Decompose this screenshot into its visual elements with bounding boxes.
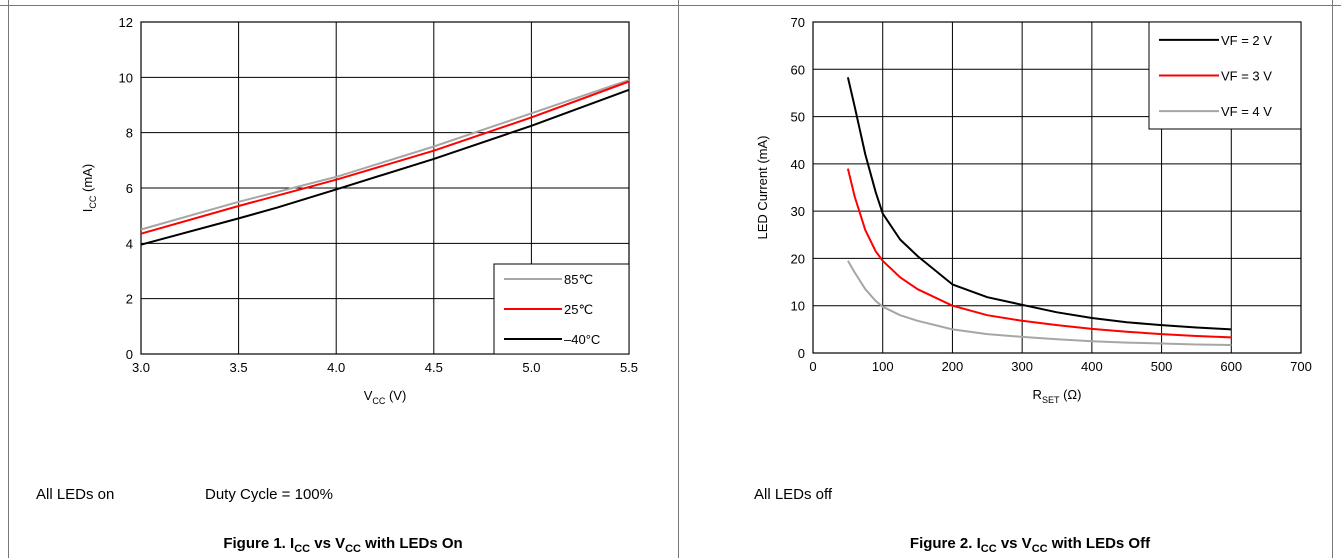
chart-icc-vs-vcc-leds-on: 3.0 3.5 4.0 4.5 5.0 5.5 0 2 4 6 8 10 12 VCC (V) ICC (m… — [80, 15, 638, 406]
x-tick-label: 300 — [1011, 359, 1033, 374]
legend-label-2: VF = 3 V — [1221, 69, 1272, 84]
x-tick-label: 5.5 — [620, 360, 638, 375]
legend-label-2: 25℃ — [564, 302, 593, 317]
x-tick-label: 3.0 — [132, 360, 150, 375]
series-line-1 — [846, 77, 1232, 331]
figure1-caption: Figure 1. ICC vs VCC with LEDs On — [223, 535, 463, 555]
y-tick-label: 10 — [791, 299, 805, 314]
y-axis-label: ICC (mA) — [80, 164, 98, 212]
x-tick-label: 0 — [809, 359, 816, 374]
y-tick-label: 50 — [791, 110, 805, 125]
y-tick-label: 40 — [791, 157, 805, 172]
x-tick-label: 5.0 — [522, 360, 540, 375]
x-axis-label: RSET (Ω) — [1033, 387, 1082, 405]
y-tick-label: 4 — [126, 236, 133, 251]
legend-label-1: 85℃ — [564, 272, 593, 287]
x-axis-label: VCC (V) — [364, 388, 407, 406]
figure1-note-left: All LEDs on — [36, 486, 115, 503]
series-line-2 — [846, 168, 1232, 339]
plot-area-border — [812, 21, 1302, 354]
y-tick-label: 30 — [791, 204, 805, 219]
x-tick-label: 700 — [1290, 359, 1312, 374]
x-tick-label: 500 — [1151, 359, 1173, 374]
chart-led-current-vs-rset: 0 100 200 300 400 500 600 700 0 10 20 30 40 50 60 70 RSE… — [755, 15, 1312, 405]
y-tick-label: 2 — [126, 292, 133, 307]
plot-area-border — [140, 21, 630, 355]
legend-label-3: –40°C — [564, 332, 600, 347]
x-tick-label: 4.0 — [327, 360, 345, 375]
y-tick-label: 20 — [791, 251, 805, 266]
x-tick-label: 400 — [1081, 359, 1103, 374]
figure1-note-right: Duty Cycle = 100% — [205, 486, 333, 503]
x-tick-label: 600 — [1220, 359, 1242, 374]
y-tick-label: 60 — [791, 62, 805, 77]
y-tick-label: 6 — [126, 181, 133, 196]
series-line-3 — [140, 88, 630, 246]
series-line-1 — [140, 79, 630, 231]
legend-label-1: VF = 2 V — [1221, 33, 1272, 48]
figure2-note: All LEDs off — [754, 486, 833, 503]
y-axis-label: LED Current (mA) — [755, 135, 770, 239]
y-tick-label: 12 — [119, 15, 133, 30]
panel-border-left — [8, 0, 9, 558]
x-tick-label: 4.5 — [425, 360, 443, 375]
panel-border-middle — [678, 0, 679, 558]
y-tick-label: 8 — [126, 126, 133, 141]
x-tick-label: 100 — [872, 359, 894, 374]
y-tick-label: 70 — [791, 15, 805, 30]
legend-label-3: VF = 4 V — [1221, 104, 1272, 119]
top-rule — [0, 5, 1341, 6]
y-tick-label: 10 — [119, 70, 133, 85]
x-tick-label: 200 — [942, 359, 964, 374]
series-line-3 — [847, 260, 1232, 346]
figure2-caption: Figure 2. ICC vs VCC with LEDs Off — [909, 535, 1151, 555]
y-tick-label: 0 — [798, 346, 805, 361]
x-tick-label: 3.5 — [230, 360, 248, 375]
panel-border-right — [1332, 0, 1333, 558]
series-line-2 — [140, 80, 630, 235]
y-tick-label: 0 — [126, 347, 133, 362]
